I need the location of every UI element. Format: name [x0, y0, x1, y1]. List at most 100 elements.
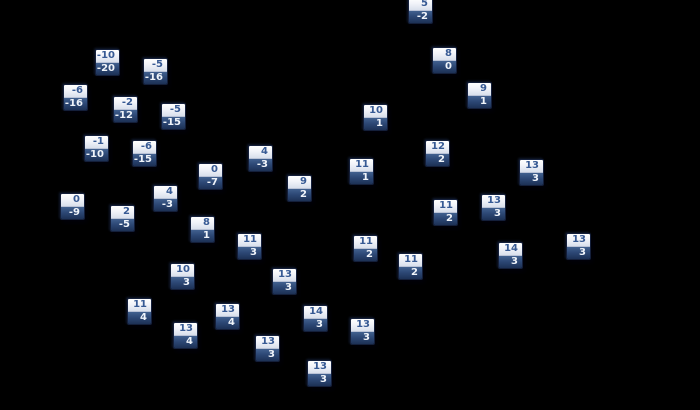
node-bottom-value: 1	[364, 118, 387, 130]
node-top-value: 10	[364, 105, 387, 118]
node-bottom-value: 2	[434, 213, 457, 225]
node-bottom-value: -2	[409, 11, 432, 23]
node-bottom-value: -16	[144, 72, 167, 84]
node-top-value: -5	[144, 59, 167, 72]
value-node: 13 3	[481, 194, 506, 221]
value-node: -5 -16	[143, 58, 168, 85]
node-bottom-value: 2	[426, 154, 449, 166]
value-node: 9 2	[287, 175, 312, 202]
node-top-value: 11	[128, 299, 151, 312]
node-bottom-value: 2	[399, 267, 422, 279]
value-node: -2 -12	[113, 96, 138, 123]
node-bottom-value: 3	[308, 374, 331, 386]
value-node: -6 -16	[63, 84, 88, 111]
node-bottom-value: 1	[468, 96, 491, 108]
node-top-value: -5	[162, 104, 185, 117]
node-top-value: -1	[85, 136, 108, 149]
node-top-value: 12	[426, 141, 449, 154]
node-top-value: 13	[174, 323, 197, 336]
node-bottom-value: 2	[288, 189, 311, 201]
node-top-value: 14	[304, 306, 327, 319]
node-bottom-value: 3	[256, 349, 279, 361]
value-node: -5 -15	[161, 103, 186, 130]
node-top-value: 5	[409, 0, 432, 11]
node-bottom-value: -12	[114, 110, 137, 122]
node-top-value: 10	[171, 264, 194, 277]
node-top-value: 11	[434, 200, 457, 213]
node-top-value: 9	[468, 83, 491, 96]
value-node: 10 1	[363, 104, 388, 131]
node-top-value: 9	[288, 176, 311, 189]
node-top-value: 13	[482, 195, 505, 208]
node-top-value: 13	[273, 269, 296, 282]
node-bottom-value: 0	[433, 61, 456, 73]
node-bottom-value: 3	[482, 208, 505, 220]
value-node: 13 3	[566, 233, 591, 260]
node-top-value: 13	[351, 319, 374, 332]
node-bottom-value: 3	[171, 277, 194, 289]
value-node: 8 1	[190, 216, 215, 243]
node-bottom-value: 1	[191, 230, 214, 242]
node-bottom-value: -9	[61, 207, 84, 219]
node-top-value: 4	[249, 146, 272, 159]
node-bottom-value: 3	[273, 282, 296, 294]
node-bottom-value: -16	[64, 98, 87, 110]
node-top-value: -6	[64, 85, 87, 98]
value-node: 11 1	[349, 158, 374, 185]
node-top-value: 11	[354, 236, 377, 249]
value-node: 0 -9	[60, 193, 85, 220]
value-node: -1 -10	[84, 135, 109, 162]
value-node: 13 3	[350, 318, 375, 345]
node-top-value: -6	[133, 141, 156, 154]
value-node: 11 2	[433, 199, 458, 226]
node-bottom-value: 3	[351, 332, 374, 344]
value-node: 13 4	[215, 303, 240, 330]
node-bottom-value: -15	[162, 117, 185, 129]
node-bottom-value: -15	[133, 154, 156, 166]
value-node: -6 -15	[132, 140, 157, 167]
value-node: 2 -5	[110, 205, 135, 232]
node-bottom-value: 3	[567, 247, 590, 259]
value-node: 11 3	[237, 233, 262, 260]
node-top-value: 8	[191, 217, 214, 230]
value-node: 11 2	[353, 235, 378, 262]
node-top-value: 4	[154, 186, 177, 199]
value-node: 13 3	[255, 335, 280, 362]
node-top-value: 14	[499, 243, 522, 256]
value-node: 4 -3	[153, 185, 178, 212]
value-node: 8 0	[432, 47, 457, 74]
value-node: 9 1	[467, 82, 492, 109]
value-node: -10 -20	[95, 49, 120, 76]
node-top-value: -2	[114, 97, 137, 110]
value-node: 4 -3	[248, 145, 273, 172]
value-node: 0 -7	[198, 163, 223, 190]
node-bottom-value: -10	[85, 149, 108, 161]
node-bottom-value: 1	[350, 172, 373, 184]
value-node: 10 3	[170, 263, 195, 290]
node-top-value: 13	[567, 234, 590, 247]
value-node: 12 2	[425, 140, 450, 167]
node-top-value: 13	[308, 361, 331, 374]
value-node: 11 2	[398, 253, 423, 280]
value-node: 14 3	[498, 242, 523, 269]
value-node: 14 3	[303, 305, 328, 332]
value-node: 13 3	[519, 159, 544, 186]
node-top-value: 8	[433, 48, 456, 61]
node-bottom-value: -3	[154, 199, 177, 211]
node-bottom-value: 4	[128, 312, 151, 324]
value-node: 11 4	[127, 298, 152, 325]
value-node: 13 3	[272, 268, 297, 295]
node-top-value: 13	[256, 336, 279, 349]
node-top-value: 13	[520, 160, 543, 173]
node-top-value: 11	[238, 234, 261, 247]
node-top-value: 2	[111, 206, 134, 219]
node-bottom-value: 3	[238, 247, 261, 259]
value-node: 13 4	[173, 322, 198, 349]
node-bottom-value: 2	[354, 249, 377, 261]
value-node: 5 -2	[408, 0, 433, 24]
node-top-value: 11	[350, 159, 373, 172]
node-bottom-value: 3	[304, 319, 327, 331]
node-top-value: 0	[199, 164, 222, 177]
node-bottom-value: -20	[96, 63, 119, 75]
